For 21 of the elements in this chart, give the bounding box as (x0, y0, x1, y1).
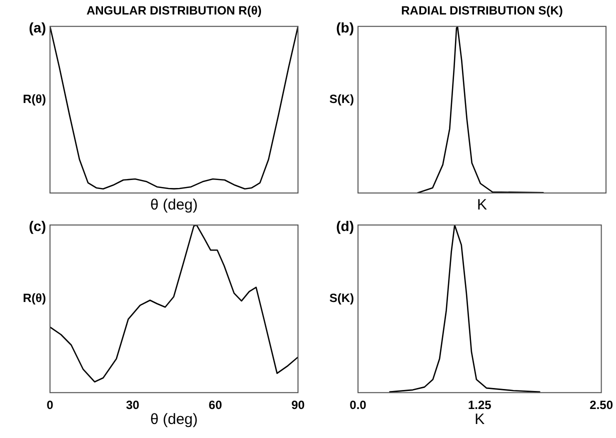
x-tick-label: 0.0 (350, 398, 367, 412)
y-axis-title: S(K) (329, 291, 354, 306)
text: (c) (28, 218, 46, 234)
x-tick-label: 0 (46, 398, 54, 412)
x-tick-label: 1.25 (468, 398, 492, 412)
chart-title: RADIAL DISTRIBUTION S(K) (401, 4, 563, 18)
x-tick-label: 30 (126, 398, 140, 412)
x-tick-label: 60 (208, 398, 222, 412)
chart-title: ANGULAR DISTRIBUTION R(θ) (86, 4, 262, 18)
x-axis-title: θ (deg) (150, 411, 198, 428)
text: (d) (336, 218, 354, 234)
text: (b) (336, 19, 354, 36)
y-axis-title: R(θ) (22, 291, 46, 306)
x-tick-label: 90 (291, 398, 305, 412)
text: (a) (28, 19, 46, 36)
x-axis-title: θ (deg) (150, 196, 198, 214)
y-axis-title: S(K) (329, 92, 354, 106)
x-tick-label: 2.50 (590, 398, 614, 412)
y-axis-title: R(θ) (22, 92, 46, 106)
x-axis-title: K (474, 411, 485, 428)
x-axis-title: K (476, 196, 488, 214)
